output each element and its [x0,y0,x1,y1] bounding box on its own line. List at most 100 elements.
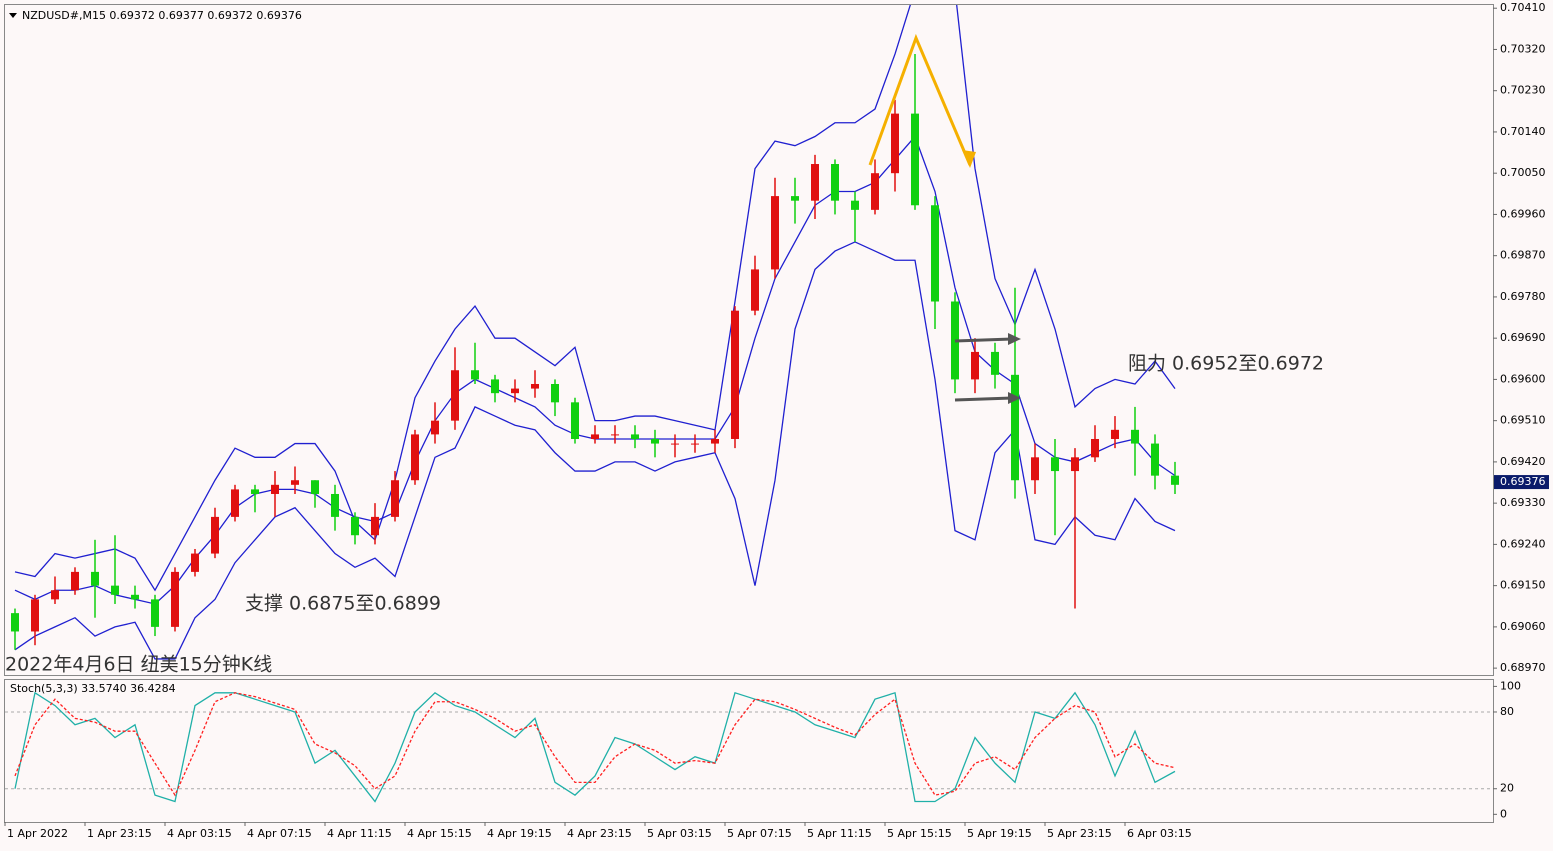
candle-body [591,434,599,439]
x-tick-label: 4 Apr 15:15 [407,827,472,840]
candle-body [631,434,639,439]
line [14,5,1176,592]
candle-body [1091,438,1099,458]
y-tick-label: 0.68970 [1500,661,1546,674]
candle-body [991,351,999,375]
line [14,691,1176,803]
y-tick-label: 20 [1500,782,1514,795]
chart-title: NZDUSD#,M15 0.69372 0.69377 0.69372 0.69… [22,9,302,22]
y-tick-label: 0 [1500,807,1507,820]
x-tick-label: 5 Apr 07:15 [727,827,792,840]
drawn-arrows [868,33,1021,404]
x-tick-label: 4 Apr 23:15 [567,827,632,840]
candle-body [71,571,79,591]
candle-body [351,516,359,536]
y-tick-label: 0.70050 [1500,166,1546,179]
y-tick-label: 0.69960 [1500,207,1546,220]
candle-body [91,571,99,586]
candle-body [891,113,899,174]
candle-body [771,196,779,270]
candle-body [191,553,199,572]
candle-body [1031,457,1039,481]
candle-body [1171,475,1179,485]
candle-body [811,164,819,201]
candle-body [331,493,339,517]
stoch-frame [4,679,1494,823]
candle-body [231,489,239,517]
annotation: 2022年4月6日 纽美15分钟K线 [5,654,272,676]
candle-body [651,438,659,444]
y-tick-label: 0.69330 [1500,496,1546,509]
line [14,692,1176,797]
candle-body [511,388,519,394]
stoch-plot [5,691,1493,803]
candle-body [291,480,299,485]
x-tick-label: 4 Apr 07:15 [247,827,312,840]
x-tick-label: 4 Apr 11:15 [327,827,392,840]
candle-body [1011,374,1019,481]
annotation: 支撑 0.6875至0.6899 [245,593,441,615]
y-tick-label: 0.70320 [1500,42,1546,55]
candle-body [831,164,839,201]
x-tick-label: 4 Apr 03:15 [167,827,232,840]
y-tick-label: 0.70140 [1500,125,1546,138]
y-tick-label: 0.69510 [1500,414,1546,427]
candle-body [871,173,879,210]
candle-body [911,113,919,206]
candle-body [1151,443,1159,476]
y-tick-label: 0.70230 [1500,84,1546,97]
arrow-head [1008,333,1021,345]
candle-body [851,200,859,210]
y-tick-label: 80 [1500,705,1514,718]
x-tick-label: 6 Apr 03:15 [1127,827,1192,840]
y-tick-label: 0.69060 [1500,620,1546,633]
x-tick-label: 5 Apr 23:15 [1047,827,1112,840]
candle-body [11,613,19,632]
candle-body [1051,457,1059,472]
x-tick-label: 1 Apr 23:15 [87,827,152,840]
candle-body [731,310,739,439]
candle-body [531,383,539,389]
candle-body [1131,429,1139,444]
candle-body [371,516,379,536]
candle-body [931,205,939,302]
candle-body [691,443,699,445]
price-marker-label: 0.69376 [1500,475,1546,488]
candle-body [751,269,759,311]
y-tick-label: 0.69690 [1500,331,1546,344]
x-tick-label: 1 Apr 2022 [7,827,68,840]
axes: 0.70410 0.70320 0.70230 0.70140 0.70050 0.699… [4,1,1549,840]
orange-arrow [868,33,972,166]
candle-body [151,599,159,627]
arrow-head [962,150,976,168]
x-tick-label: 4 Apr 19:15 [487,827,552,840]
candle-body [571,402,579,439]
candle-body [31,599,39,632]
gray-arrow [954,337,1013,343]
candle-body [451,370,459,421]
y-tick-label: 100 [1500,679,1521,692]
y-tick-label: 0.69420 [1500,455,1546,468]
candle-body [211,516,219,554]
candle-body [431,420,439,435]
candle-body [131,594,139,600]
candle-body [791,196,799,201]
line [14,241,1176,660]
y-tick-label: 0.69600 [1500,372,1546,385]
candle-body [1111,429,1119,439]
main-plot [11,5,1179,660]
gray-arrow [954,396,1013,402]
main-frame [4,4,1494,676]
candle-body [491,379,499,394]
annotation: 阻力 0.6952至0.6972 [1128,353,1324,375]
candle-body [551,383,559,403]
candle-body [611,434,619,436]
candle-body [251,489,259,494]
y-tick-label: 0.69870 [1500,249,1546,262]
candle-body [311,480,319,494]
y-tick-label: 0.70410 [1500,1,1546,14]
candle-body [171,571,179,627]
